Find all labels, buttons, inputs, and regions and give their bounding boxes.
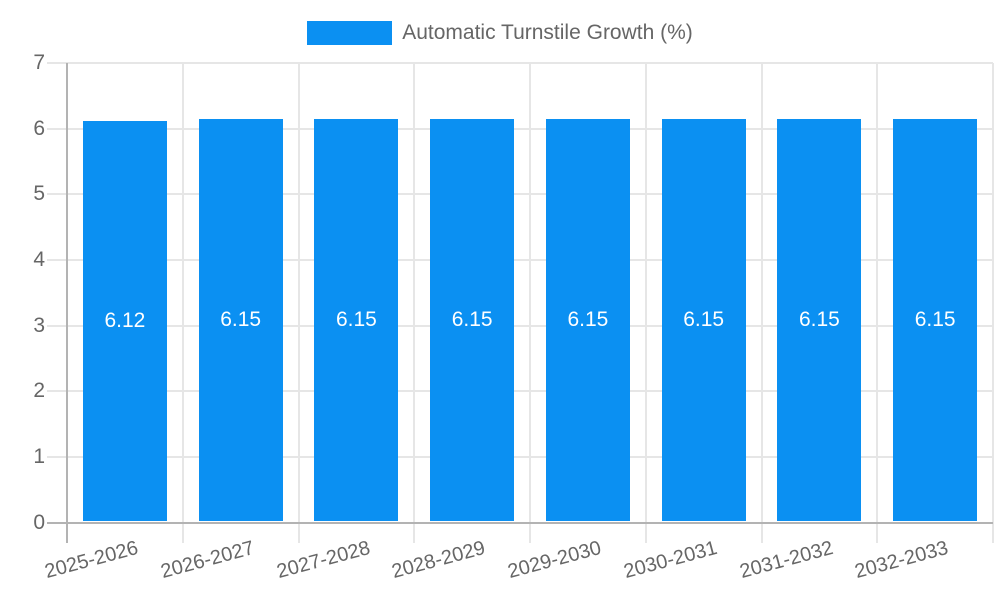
bar-value-label: 6.15 — [683, 308, 725, 332]
bar-value-label: 6.15 — [335, 308, 377, 332]
bar[interactable] — [198, 118, 283, 522]
h-gridline — [47, 127, 993, 130]
bar[interactable] — [661, 118, 746, 522]
y-tick-label: 3 — [33, 313, 45, 337]
bar-value-label: 6.15 — [451, 308, 493, 332]
y-tick-label: 0 — [33, 510, 45, 534]
h-gridline — [47, 455, 993, 458]
y-tick-label: 7 — [33, 51, 45, 74]
y-tick-label: 4 — [33, 247, 45, 271]
legend-swatch — [307, 21, 393, 45]
y-tick-label: 6 — [33, 116, 45, 140]
h-gridline — [47, 258, 993, 261]
v-gridline — [992, 63, 994, 543]
legend[interactable]: Automatic Turnstile Growth (%) — [0, 21, 1000, 45]
x-tick-label: 2032-2033 — [852, 536, 952, 583]
v-gridline — [760, 63, 763, 543]
bar-value-label: 6.12 — [104, 309, 146, 333]
x-tick-label: 2025-2026 — [42, 536, 141, 583]
bar[interactable] — [314, 118, 399, 522]
v-gridline — [181, 63, 184, 543]
bar-value-label: 6.15 — [567, 308, 609, 332]
v-gridline — [529, 63, 531, 543]
v-gridline — [876, 63, 879, 543]
bar-value-label: 6.15 — [914, 308, 956, 332]
y-tick-label: 1 — [33, 444, 45, 468]
v-gridline — [297, 63, 300, 543]
bar[interactable] — [777, 118, 862, 522]
legend-label: Automatic Turnstile Growth (%) — [402, 21, 693, 44]
bar[interactable] — [430, 118, 515, 522]
h-gridline — [47, 324, 993, 327]
y-tick-label: 2 — [33, 379, 45, 403]
h-gridline — [47, 193, 993, 196]
h-gridline — [47, 62, 993, 64]
x-tick-label: 2026-2027 — [158, 536, 257, 583]
bar-value-label: 6.15 — [798, 308, 840, 332]
y-tick-label: 5 — [33, 182, 45, 206]
bar[interactable] — [893, 118, 978, 522]
h-gridline — [47, 390, 993, 393]
x-axis-baseline — [47, 521, 993, 524]
y-axis-line — [66, 63, 68, 543]
bar[interactable] — [545, 118, 630, 522]
x-tick-label: 2028-2029 — [389, 536, 489, 583]
bar-value-label: 6.15 — [220, 308, 262, 332]
v-gridline — [413, 63, 416, 543]
x-tick-label: 2029-2030 — [505, 536, 604, 583]
x-tick-label: 2031-2032 — [737, 536, 836, 583]
bar[interactable] — [82, 120, 167, 522]
x-tick-label: 2030-2031 — [621, 536, 720, 583]
v-gridline — [644, 63, 647, 543]
x-tick-label: 2027-2028 — [274, 536, 373, 583]
